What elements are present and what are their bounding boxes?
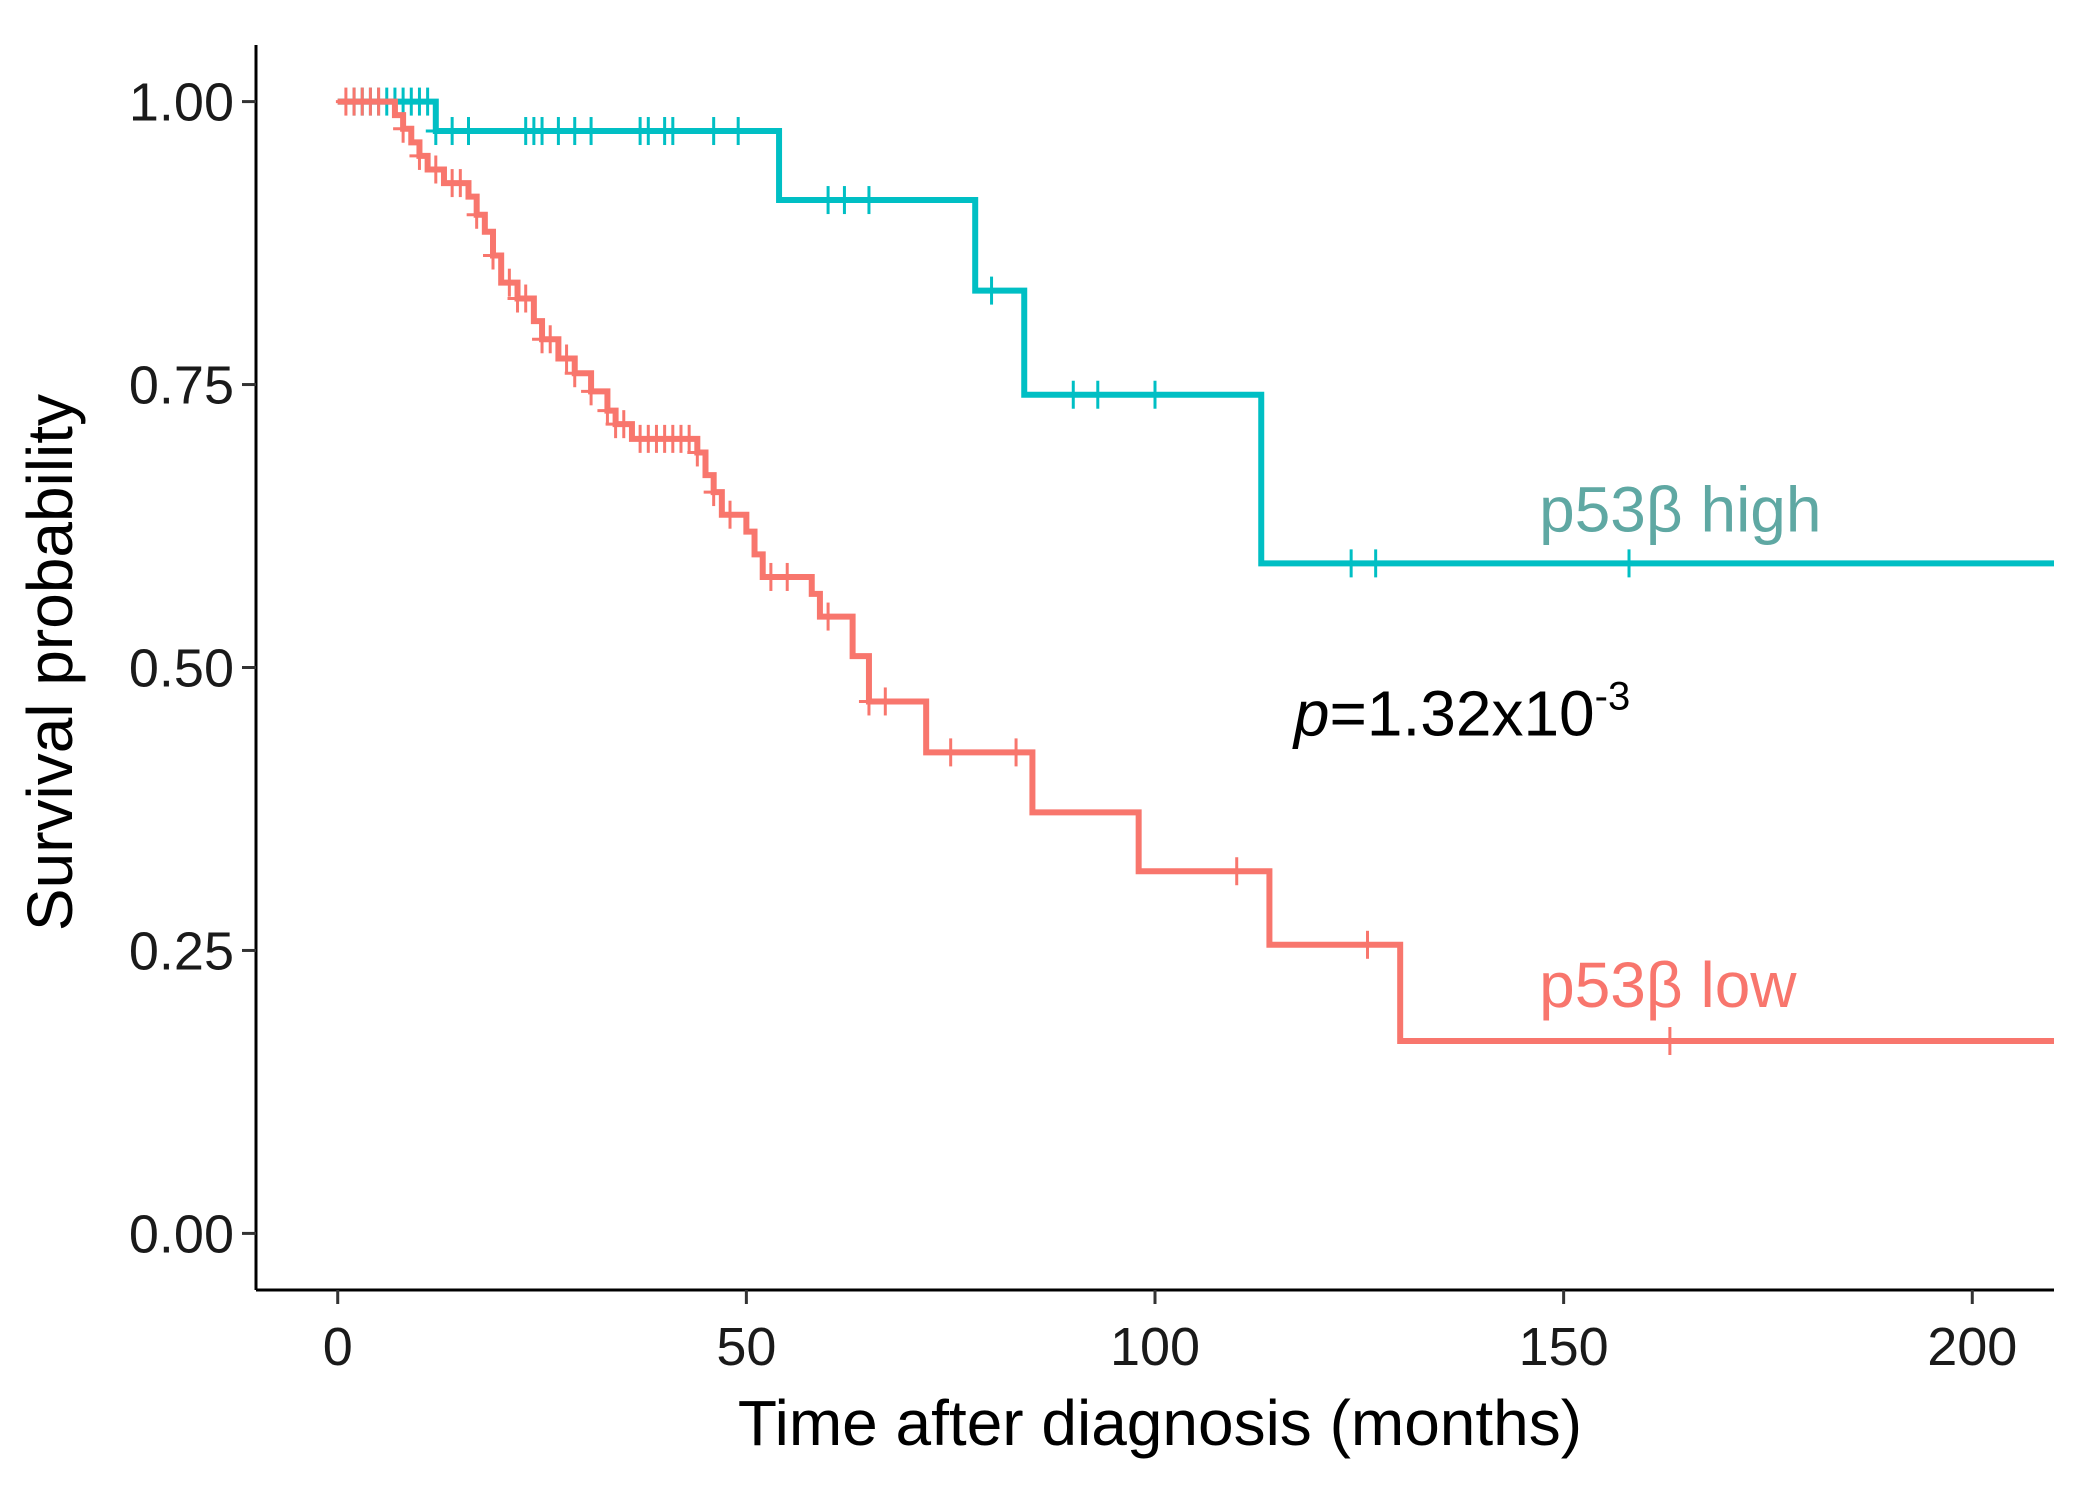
survival-curve (337, 98, 2054, 1044)
p-value-exponent: -3 (1595, 674, 1631, 718)
p-value-annotation: p=1.32x10-3 (1292, 674, 1630, 749)
y-tick-label: 0.75 (129, 356, 234, 416)
series-low (335, 87, 2054, 1055)
x-tick-label: 50 (716, 1317, 776, 1377)
p-value-text: =1.32x10 (1330, 677, 1595, 749)
y-tick-label: 1.00 (129, 73, 234, 133)
axes: 0.00 0.25 0.50 0.75 1.00 0 50 100 150 200 (129, 45, 2054, 1377)
x-tick-label: 100 (1110, 1317, 1200, 1377)
y-tick-label: 0.00 (129, 1204, 234, 1264)
y-tick-label: 0.25 (129, 921, 234, 981)
x-tick-label: 200 (1927, 1317, 2017, 1377)
series-label-low: p53β low (1539, 949, 1797, 1021)
y-tick-label: 0.50 (129, 639, 234, 699)
x-tick-label: 150 (1519, 1317, 1609, 1377)
p-value-symbol: p (1292, 677, 1330, 749)
y-axis-title: Survival probability (14, 394, 86, 931)
x-axis-title: Time after diagnosis (months) (738, 1387, 1582, 1459)
series-label-high: p53β high (1539, 474, 1821, 546)
x-tick-label: 0 (323, 1317, 353, 1377)
plot-area (335, 87, 2054, 1055)
